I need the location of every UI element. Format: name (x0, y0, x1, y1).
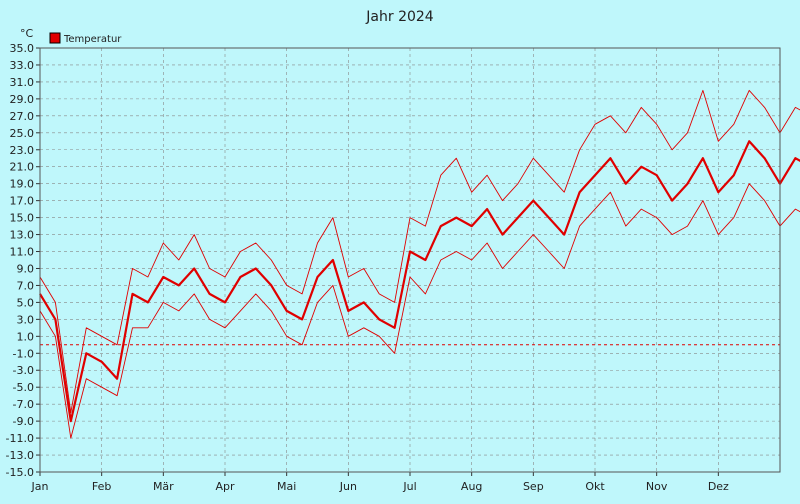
y-tick-label: 35.0 (10, 42, 35, 55)
series-line-max (39, 89, 800, 414)
grid (40, 48, 780, 472)
y-tick-label: 31.0 (10, 76, 35, 89)
x-tick-label: Dez (708, 480, 729, 493)
y-tick-label: -3.0 (13, 364, 34, 377)
x-tick-label: Nov (646, 480, 668, 493)
y-tick-label: 9.0 (17, 262, 35, 275)
y-tick-label: -9.0 (13, 415, 34, 428)
x-tick-label: Aug (461, 480, 482, 493)
y-tick-label: -13.0 (6, 449, 34, 462)
y-tick-label: 13.0 (10, 229, 35, 242)
plot-frame (39, 47, 781, 473)
y-tick-label: 29.0 (10, 93, 35, 106)
series-lines (39, 89, 800, 439)
y-tick-label: -5.0 (13, 381, 34, 394)
x-tick-label: Feb (92, 480, 111, 493)
series-line-mean (39, 140, 800, 423)
x-axis: Jan Feb Mär Apr Mai Jun Jul Aug Sep Okt Nov Dez (31, 472, 729, 493)
y-axis: 35.0 33.0 31.0 29.0 27.0 25.0 23.0 21.0 19.0 17.0… (6, 42, 40, 479)
legend-swatch (49, 32, 61, 44)
y-tick-label: 3.0 (17, 313, 35, 326)
y-tick-label: 17.0 (10, 195, 35, 208)
x-tick-label: Okt (585, 480, 605, 493)
x-tick-label: Jan (31, 480, 49, 493)
y-tick-label: 11.0 (10, 246, 35, 259)
chart-title: Jahr 2024 (365, 9, 434, 25)
series-line-min (39, 183, 800, 439)
legend: Temperatur (49, 32, 122, 45)
y-tick-label: -7.0 (13, 398, 34, 411)
y-tick-label: -11.0 (6, 432, 34, 445)
y-tick-label: 33.0 (10, 59, 35, 72)
y-tick-label: 7.0 (17, 279, 35, 292)
y-tick-label: 21.0 (10, 161, 35, 174)
x-tick-label: Jun (339, 480, 357, 493)
x-tick-label: Apr (215, 480, 235, 493)
x-tick-label: Jul (402, 480, 416, 493)
x-tick-label: Mai (277, 480, 296, 493)
y-tick-label: 1.0 (17, 330, 35, 343)
y-axis-label: °C (20, 27, 34, 40)
y-tick-label: 25.0 (10, 127, 35, 140)
y-tick-label: 27.0 (10, 110, 35, 123)
y-tick-label: 15.0 (10, 212, 35, 225)
y-tick-label: 23.0 (10, 144, 35, 157)
y-tick-label: -15.0 (6, 466, 34, 479)
x-tick-label: Sep (523, 480, 544, 493)
y-tick-label: 19.0 (10, 178, 35, 191)
y-tick-label: -1.0 (13, 347, 34, 360)
x-tick-label: Mär (153, 480, 174, 493)
legend-label: Temperatur (63, 34, 122, 45)
y-tick-label: 5.0 (17, 296, 35, 309)
